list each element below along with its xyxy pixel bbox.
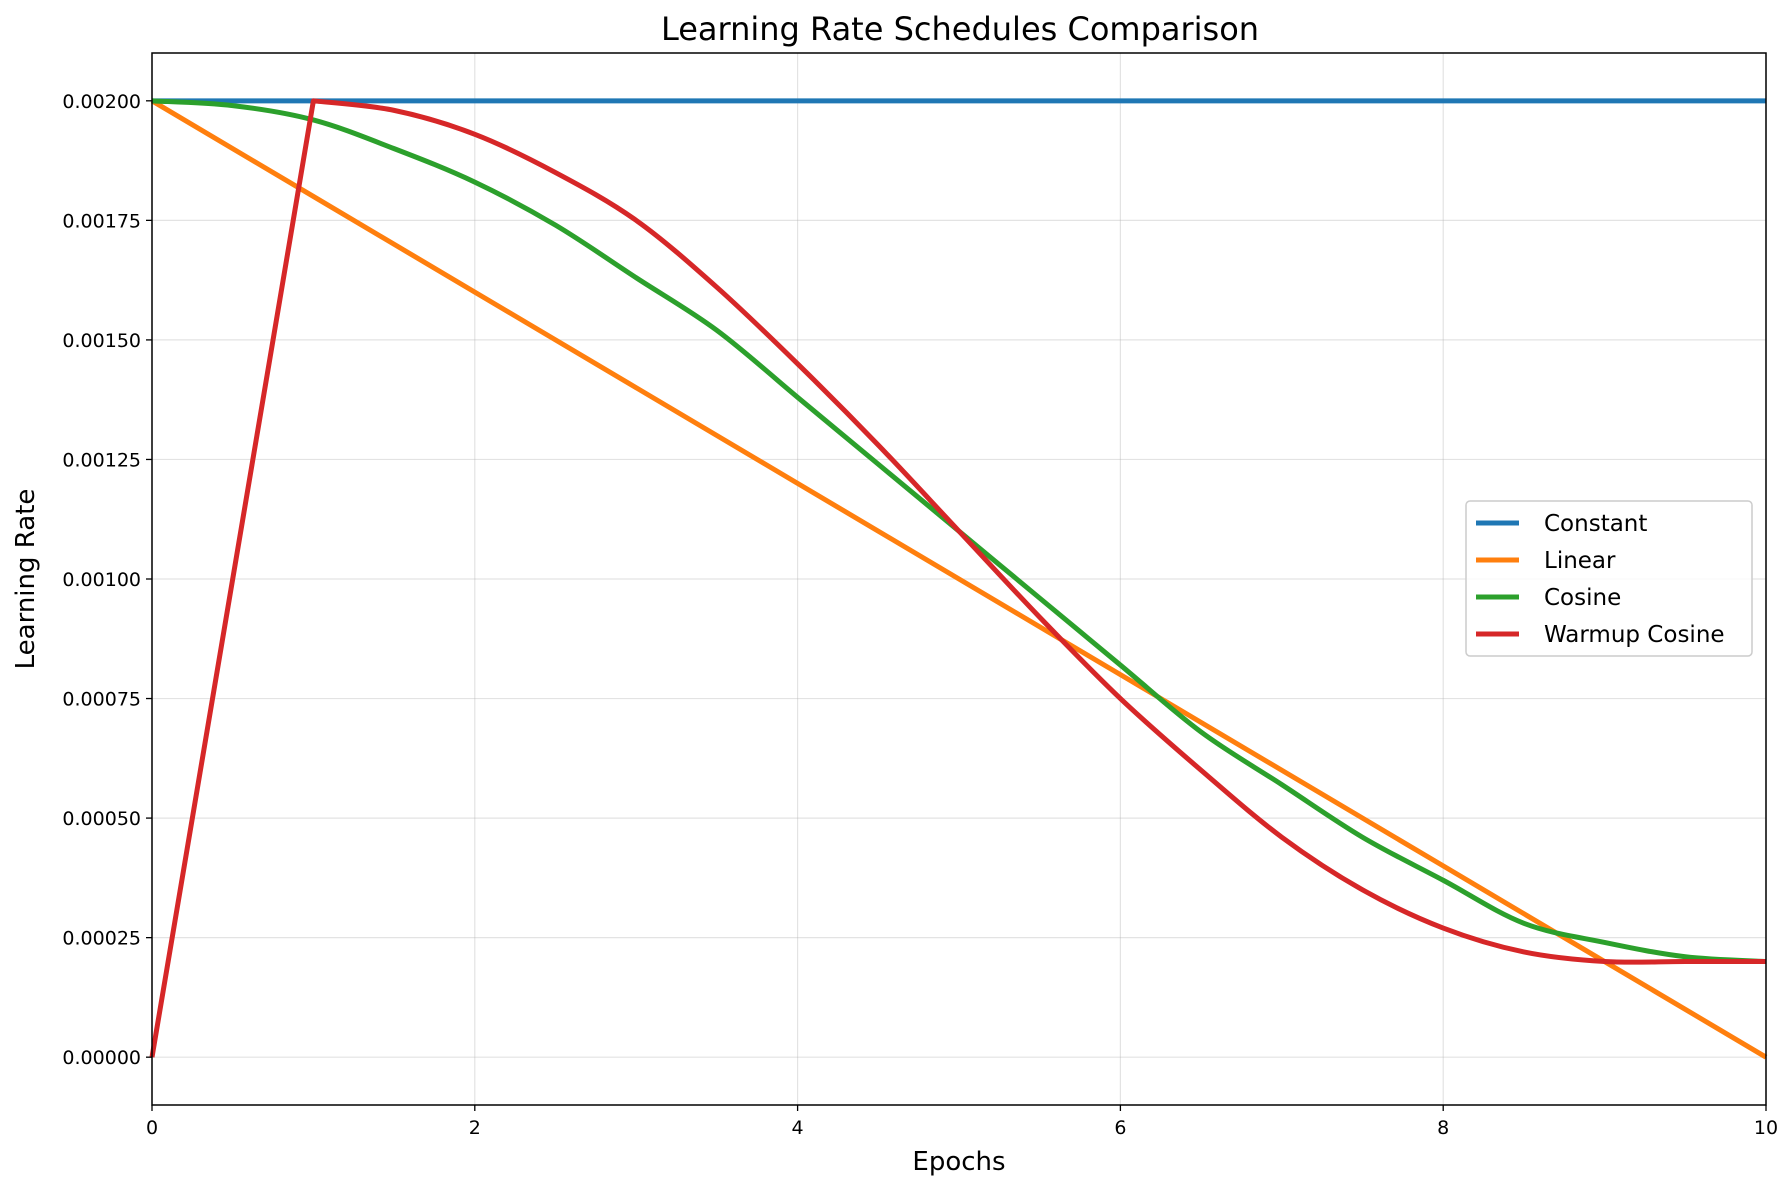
- y-tick-label: 0.00150: [62, 330, 141, 352]
- plot-series: [149, 98, 1768, 1060]
- y-axis-label: Learning Rate: [11, 489, 41, 670]
- legend-label-linear: Linear: [1544, 548, 1616, 574]
- legend-label-constant: Constant: [1544, 511, 1647, 537]
- y-tick-label: 0.00200: [62, 91, 141, 113]
- y-tick-label: 0.00100: [62, 569, 141, 591]
- x-tick-label: 2: [469, 1117, 481, 1139]
- y-tick-label: 0.00075: [62, 689, 141, 711]
- x-tick-label: 6: [1114, 1117, 1126, 1139]
- legend: Constant Linear Cosine Warmup Cosine: [1465, 500, 1753, 657]
- x-axis-label: Epochs: [912, 1147, 1005, 1177]
- axis-ticks: 0 2 4 6 8 10 0.00000 0.00025 0.00050 0.00075 0.001…: [62, 91, 1778, 1139]
- series-line-linear: [150, 98, 1768, 1060]
- legend-label-cosine: Cosine: [1544, 585, 1621, 611]
- y-tick-label: 0.00025: [62, 928, 141, 950]
- x-tick-label: 0: [146, 1117, 158, 1139]
- chart-title: Learning Rate Schedules Comparison: [661, 10, 1259, 48]
- x-tick-label: 4: [792, 1117, 804, 1139]
- x-tick-label: 8: [1437, 1117, 1449, 1139]
- legend-box: [1465, 500, 1753, 657]
- y-tick-label: 0.00125: [62, 449, 141, 471]
- legend-label-warmup-cosine: Warmup Cosine: [1544, 622, 1725, 648]
- y-tick-label: 0.00000: [62, 1047, 141, 1069]
- y-tick-label: 0.00175: [62, 210, 141, 232]
- series-line-warmup-cosine: [149, 98, 1766, 1058]
- x-tick-label: 10: [1754, 1117, 1778, 1139]
- y-tick-label: 0.00050: [62, 808, 141, 830]
